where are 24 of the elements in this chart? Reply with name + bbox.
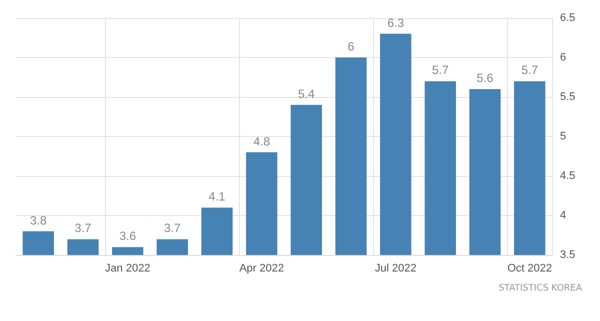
data-label: 5.7 [432, 63, 449, 78]
data-label: 3.7 [164, 221, 181, 236]
data-label: 3.6 [119, 229, 136, 244]
x-tick-label: Apr 2022 [239, 262, 284, 274]
y-tick-label: 5.5 [560, 91, 576, 103]
data-label: 5.7 [521, 63, 538, 78]
y-tick-label: 4.5 [560, 170, 576, 182]
data-label: 3.7 [74, 221, 92, 236]
text: STATISTICS KOREA [498, 284, 583, 294]
data-label: 6 [348, 40, 355, 54]
data-label: 6.3 [387, 16, 404, 30]
data-label: 4.8 [253, 134, 270, 148]
data-label: 4.1 [208, 190, 226, 204]
data-label: 3.8 [30, 213, 47, 228]
y-tick-label: 5 [560, 130, 566, 142]
data-label: 5.6 [476, 71, 494, 86]
x-tick-label: Jan 2022 [105, 262, 150, 274]
y-tick-label: 6.5 [560, 12, 576, 24]
data-label: 5.4 [298, 86, 315, 101]
x-tick-label: Oct 2022 [507, 262, 552, 274]
x-tick-label: Jul 2022 [374, 262, 416, 274]
y-tick-label: 3.5 [560, 249, 576, 261]
y-tick-label: 6 [560, 52, 566, 64]
y-tick-label: 4 [560, 210, 566, 222]
